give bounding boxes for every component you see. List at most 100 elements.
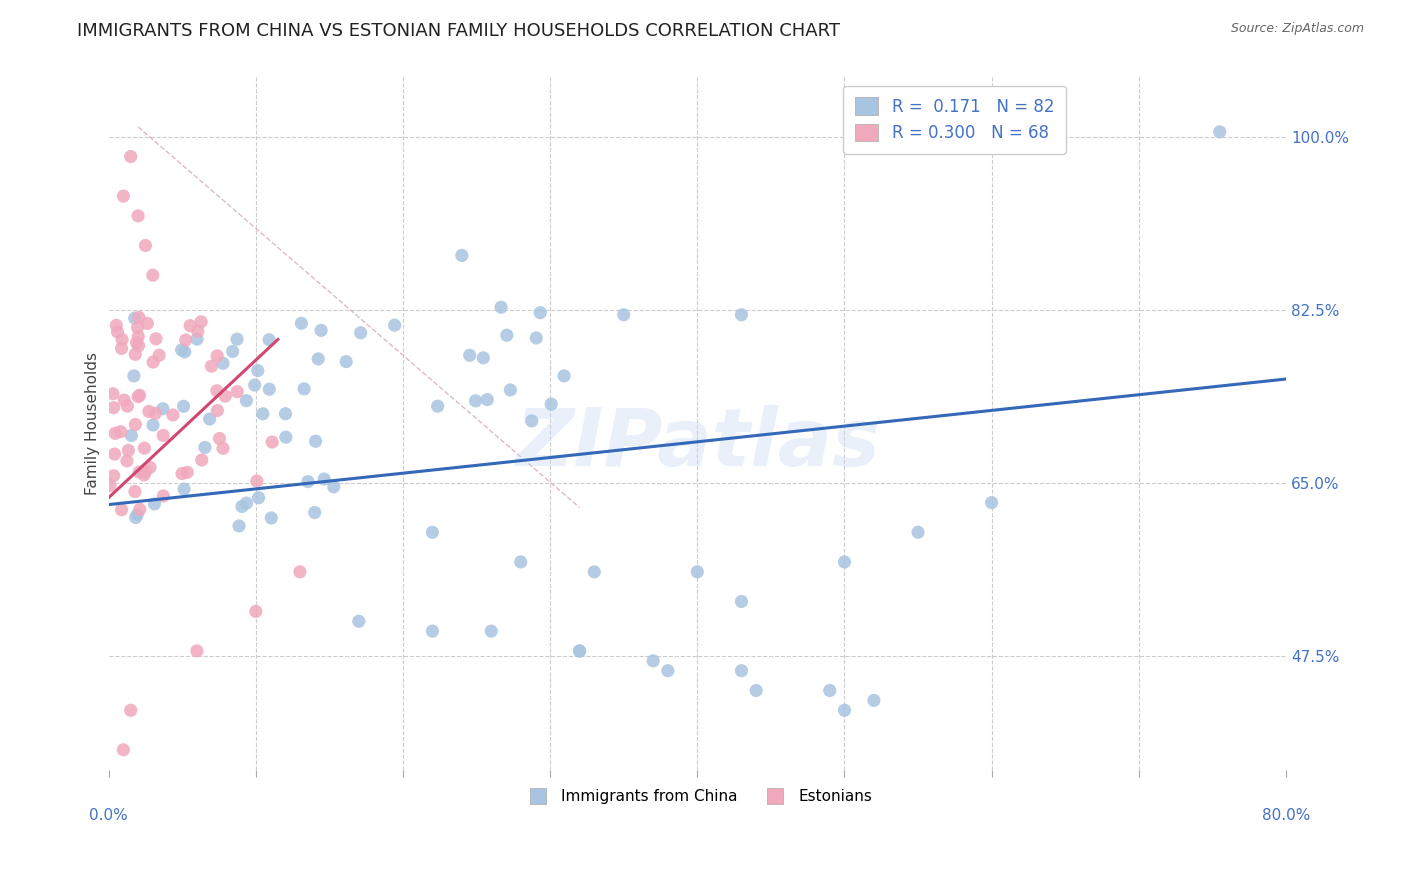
Text: 0.0%: 0.0%	[89, 808, 128, 823]
Point	[120, 149, 142, 163]
Point	[127, 329, 149, 343]
Point	[145, 332, 167, 346]
Point	[257, 333, 280, 347]
Point	[221, 344, 243, 359]
Point	[347, 614, 370, 628]
Point	[477, 392, 499, 407]
Point	[170, 343, 193, 357]
Point	[212, 356, 235, 370]
Point	[307, 351, 329, 366]
Point	[112, 393, 135, 408]
Point	[170, 467, 193, 481]
Point	[980, 495, 1002, 509]
Point	[173, 482, 195, 496]
Point	[104, 447, 127, 461]
Legend: Immigrants from China, Estonians: Immigrants from China, Estonians	[516, 783, 879, 811]
Point	[245, 604, 267, 618]
Point	[187, 324, 209, 338]
Point	[304, 506, 326, 520]
Point	[426, 399, 449, 413]
Point	[834, 555, 856, 569]
Point	[322, 480, 344, 494]
Point	[101, 386, 124, 401]
Point	[292, 382, 315, 396]
Point	[110, 503, 132, 517]
Point	[152, 428, 174, 442]
Point	[112, 189, 135, 203]
Point	[112, 743, 135, 757]
Point	[499, 383, 522, 397]
Point	[309, 323, 332, 337]
Point	[450, 248, 472, 262]
Point	[127, 390, 149, 404]
Point	[235, 393, 257, 408]
Point	[226, 384, 249, 399]
Point	[127, 320, 149, 334]
Point	[176, 466, 198, 480]
Point	[134, 238, 156, 252]
Point	[128, 388, 150, 402]
Point	[730, 664, 752, 678]
Point	[173, 399, 195, 413]
Point	[335, 354, 357, 368]
Point	[422, 624, 444, 639]
Point	[252, 407, 274, 421]
Text: ZIPatlas: ZIPatlas	[515, 405, 880, 483]
Point	[231, 500, 253, 514]
Point	[297, 475, 319, 489]
Point	[143, 406, 166, 420]
Point	[472, 351, 495, 365]
Point	[643, 654, 665, 668]
Point	[111, 333, 134, 347]
Point	[98, 478, 121, 492]
Point	[127, 209, 149, 223]
Point	[288, 565, 311, 579]
Point	[103, 468, 125, 483]
Point	[212, 442, 235, 456]
Point	[205, 349, 228, 363]
Point	[124, 347, 146, 361]
Point	[568, 644, 591, 658]
Point	[173, 344, 195, 359]
Point	[190, 453, 212, 467]
Point	[124, 484, 146, 499]
Point	[120, 428, 142, 442]
Point	[464, 393, 486, 408]
Point	[247, 491, 270, 505]
Point	[260, 511, 283, 525]
Point	[262, 435, 284, 450]
Point	[350, 326, 373, 340]
Text: Source: ZipAtlas.com: Source: ZipAtlas.com	[1230, 22, 1364, 36]
Point	[228, 519, 250, 533]
Point	[124, 417, 146, 432]
Point	[120, 703, 142, 717]
Point	[246, 474, 269, 488]
Point	[730, 594, 752, 608]
Point	[125, 335, 148, 350]
Point	[384, 318, 406, 333]
Point	[110, 342, 132, 356]
Point	[134, 465, 156, 479]
Point	[509, 555, 531, 569]
Point	[520, 414, 543, 428]
Point	[190, 315, 212, 329]
Point	[657, 664, 679, 678]
Point	[243, 378, 266, 392]
Point	[198, 412, 221, 426]
Point	[524, 331, 547, 345]
Point	[246, 363, 269, 377]
Point	[174, 333, 197, 347]
Point	[105, 318, 128, 333]
Point	[138, 404, 160, 418]
Point	[274, 407, 297, 421]
Point	[143, 497, 166, 511]
Point	[115, 454, 138, 468]
Point	[152, 489, 174, 503]
Point	[142, 268, 165, 283]
Point	[489, 300, 512, 314]
Point	[235, 496, 257, 510]
Point	[458, 348, 481, 362]
Point	[142, 355, 165, 369]
Point	[132, 467, 155, 482]
Point	[128, 338, 150, 352]
